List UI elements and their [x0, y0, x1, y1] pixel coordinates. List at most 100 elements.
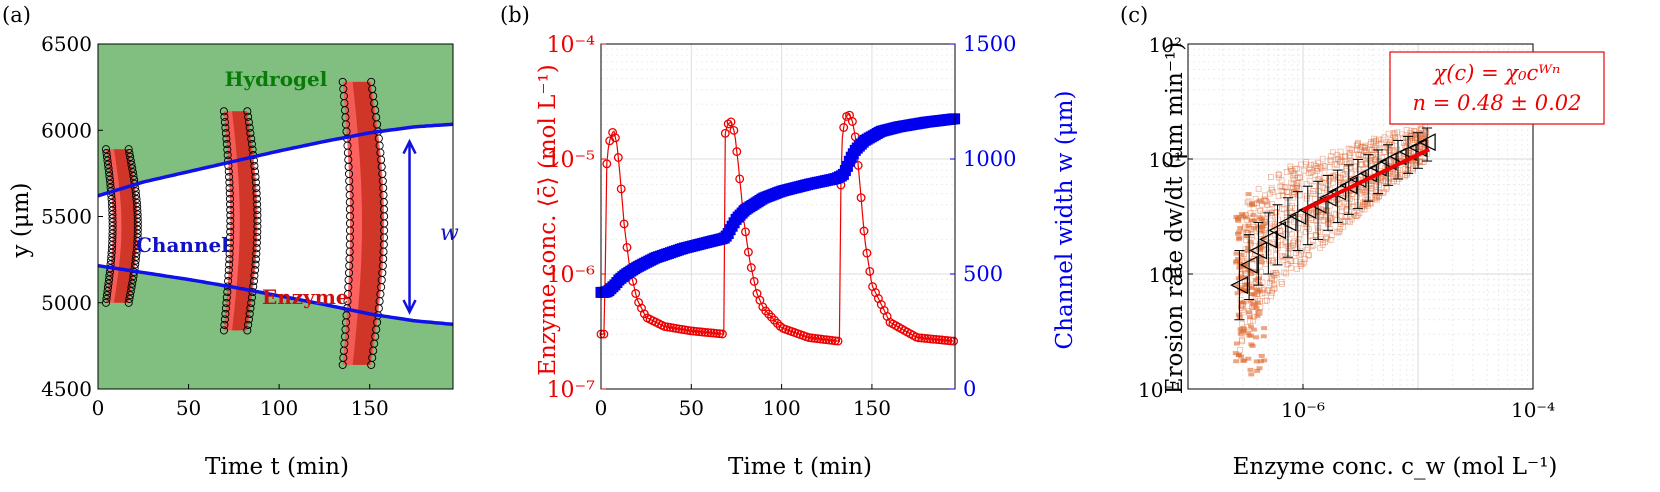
- raw-data-point-low: [1260, 222, 1267, 226]
- panel-a-label: (a): [2, 3, 31, 27]
- raw-data-point: [1418, 134, 1424, 140]
- raw-data-point: [1352, 213, 1359, 220]
- binned-point: [1268, 221, 1287, 240]
- raw-data-point: [1347, 150, 1354, 156]
- panel-c-xlabel: Enzyme conc. c_w (mol L⁻¹): [1233, 454, 1558, 480]
- raw-data-point: [1294, 165, 1301, 172]
- raw-data-point: [1342, 153, 1348, 159]
- enzyme-marker: [219, 326, 228, 335]
- enzyme-marker: [225, 178, 234, 187]
- binned-point: [1378, 152, 1397, 171]
- enzyme-marker: [106, 179, 115, 188]
- enzyme-series-point: [619, 219, 629, 229]
- enzyme-marker: [108, 221, 117, 231]
- enzyme-series-point: [610, 133, 620, 143]
- raw-data-point: [1283, 270, 1289, 277]
- raw-data-point: [1369, 182, 1375, 189]
- raw-data-point-low: [1248, 218, 1255, 223]
- raw-data-point: [1327, 156, 1334, 163]
- raw-data-point: [1264, 202, 1271, 208]
- enzyme-series-point: [691, 326, 701, 336]
- raw-data-point: [1340, 171, 1347, 178]
- raw-data-point: [1237, 346, 1244, 353]
- panel-a-ylabel: y (μm): [8, 182, 34, 258]
- enzyme-marker: [125, 294, 134, 303]
- enzyme-marker: [126, 156, 135, 165]
- raw-data-point: [1420, 132, 1426, 138]
- enzyme-marker: [247, 298, 256, 308]
- panel-a-ytick-label: 6000: [41, 118, 92, 142]
- raw-data-point: [1275, 222, 1282, 229]
- enzyme-marker: [251, 260, 260, 269]
- enzyme-series-point: [703, 328, 713, 338]
- binned-point: [1249, 241, 1268, 260]
- raw-data-point-low: [1237, 226, 1244, 230]
- raw-data-point-low: [1253, 287, 1260, 292]
- enzyme-series-point: [729, 125, 739, 135]
- enzyme-series-point: [816, 334, 826, 344]
- raw-data-point-low: [1250, 327, 1257, 332]
- raw-data-point-low: [1261, 358, 1268, 363]
- enzyme-marker: [220, 315, 229, 324]
- raw-data-point: [1291, 238, 1298, 245]
- raw-data-point-low: [1255, 310, 1262, 314]
- enzyme-marker: [102, 149, 111, 158]
- raw-data-point-low: [1256, 366, 1263, 371]
- raw-data-point-low: [1258, 245, 1265, 250]
- enzyme-marker: [132, 191, 141, 200]
- enzyme-series-point: [608, 127, 618, 137]
- enzyme-marker: [133, 233, 142, 242]
- panel-c-ylabel: Erosion rate dw/dt (μm min⁻¹): [1162, 42, 1188, 394]
- raw-data-point: [1326, 164, 1333, 171]
- panel-b-right-ytick-label: 1000: [963, 147, 1016, 171]
- enzyme-marker: [101, 145, 111, 154]
- enzyme-marker: [245, 123, 254, 132]
- enzyme-marker: [252, 183, 261, 193]
- enzyme-marker: [222, 140, 231, 149]
- enzyme-marker: [108, 225, 117, 234]
- enzyme-marker: [105, 175, 114, 184]
- enzyme-series-point: [824, 335, 834, 345]
- raw-data-point-low: [1248, 258, 1255, 263]
- enzyme-series-point: [925, 334, 935, 344]
- raw-data-point: [1282, 184, 1289, 191]
- raw-data-point: [1296, 174, 1303, 181]
- raw-data-point: [1271, 286, 1278, 292]
- panel-c-xtick-label: 10⁻⁶: [1281, 398, 1325, 422]
- enzyme-marker: [251, 178, 260, 187]
- raw-data-point: [1358, 161, 1365, 168]
- enzyme-marker: [131, 187, 140, 196]
- raw-data-point-low: [1247, 367, 1254, 372]
- power-law-fit-line: [1302, 147, 1431, 212]
- raw-data-point: [1390, 130, 1397, 136]
- enzyme-marker: [126, 291, 135, 300]
- enzyme-series-point: [772, 318, 782, 328]
- binned-point: [1368, 158, 1387, 177]
- binned-point: [1388, 147, 1407, 166]
- raw-data-point: [1268, 174, 1274, 180]
- raw-data-point: [1373, 145, 1380, 152]
- raw-data-point: [1292, 258, 1299, 264]
- raw-data-point: [1251, 249, 1258, 256]
- raw-data-point-low: [1235, 257, 1241, 261]
- enzyme-series-point: [827, 335, 837, 345]
- raw-data-point: [1283, 261, 1290, 268]
- raw-data-point: [1308, 243, 1315, 250]
- enzyme-series-point: [923, 334, 932, 344]
- panel-c-legend-line2: n = 0.48 ± 0.02: [1413, 91, 1582, 115]
- enzyme-series-point: [697, 327, 707, 337]
- raw-data-point: [1303, 215, 1310, 222]
- panel-b-label: (b): [500, 3, 530, 27]
- raw-data-point-low: [1236, 235, 1243, 240]
- enzyme-marker: [131, 256, 140, 265]
- enzyme-marker: [252, 249, 261, 258]
- enzyme-marker: [128, 275, 137, 284]
- enzyme-series-point: [602, 159, 612, 169]
- raw-data-point: [1356, 152, 1363, 158]
- raw-data-point: [1239, 320, 1245, 327]
- enzyme-marker: [224, 266, 233, 275]
- panel-b-left-ylabel: Enzyme conc. ⟨c̄⟩ (mol L⁻¹): [535, 64, 561, 376]
- raw-data-point-low: [1245, 356, 1252, 361]
- enzyme-series-point: [631, 289, 641, 298]
- enzyme-series-point: [807, 333, 817, 343]
